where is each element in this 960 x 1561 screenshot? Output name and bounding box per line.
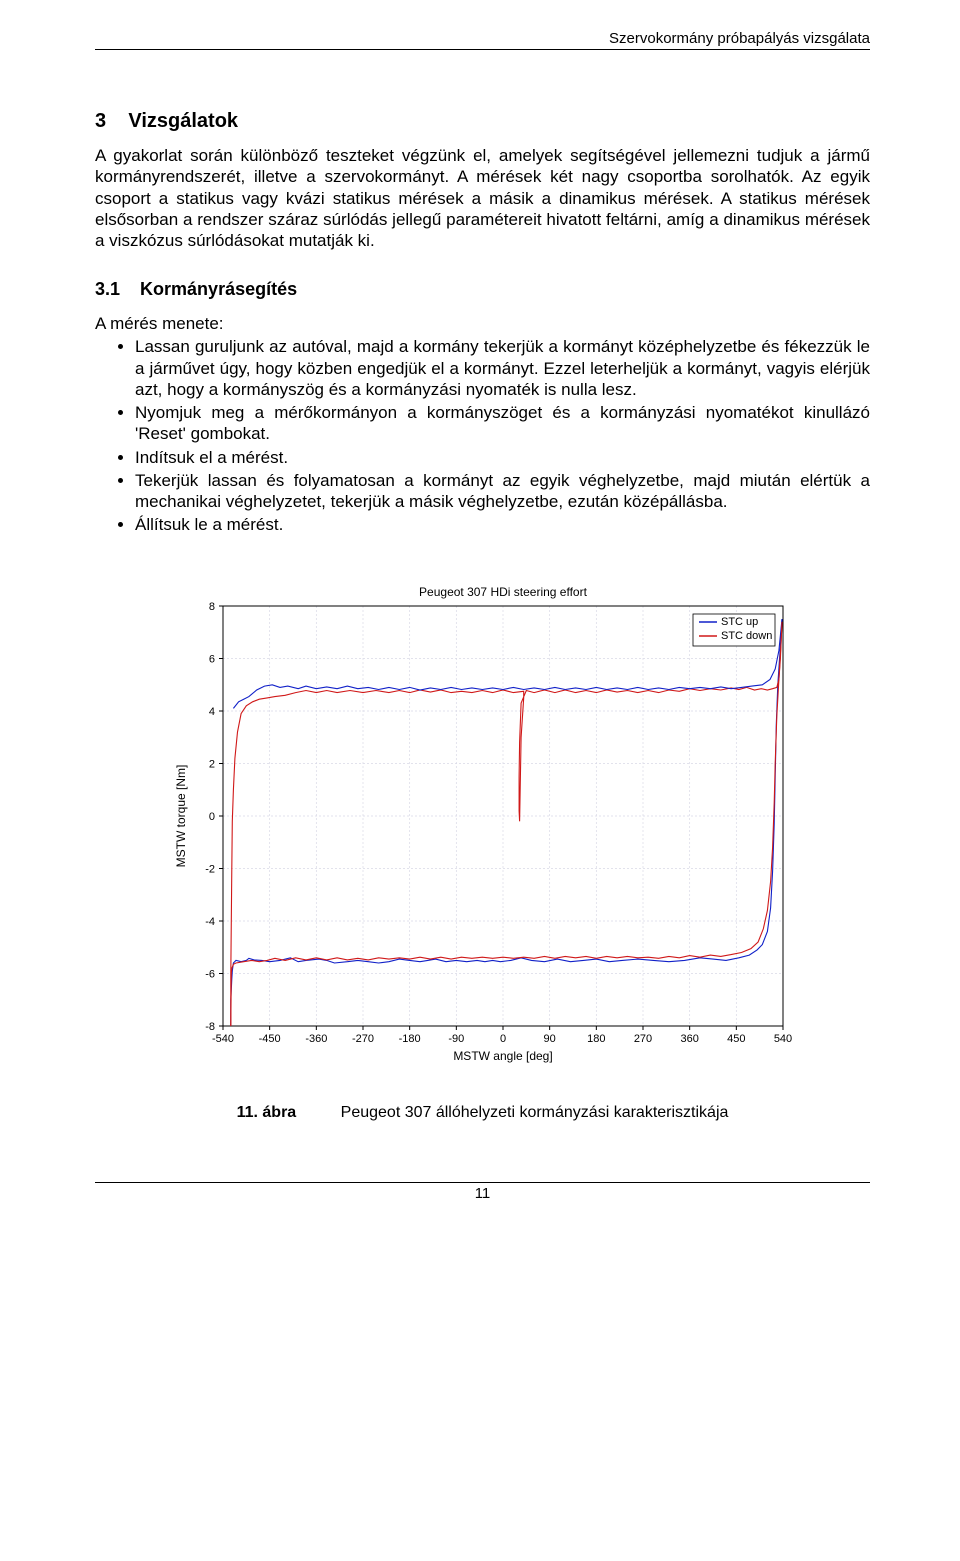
svg-text:-540: -540 [211, 1033, 233, 1045]
svg-text:6: 6 [208, 653, 214, 665]
figure-number: 11. ábra [237, 1104, 297, 1121]
svg-text:360: 360 [680, 1033, 698, 1045]
svg-text:-270: -270 [351, 1033, 373, 1045]
procedure-intro: A mérés menete: [95, 314, 870, 334]
svg-text:450: 450 [727, 1033, 745, 1045]
svg-text:0: 0 [499, 1033, 505, 1045]
svg-text:-4: -4 [205, 916, 215, 928]
figure-caption: 11. ábra Peugeot 307 állóhelyzeti kormán… [95, 1104, 870, 1122]
subsection-number: 3.1 [95, 279, 120, 299]
svg-text:Peugeot 307 HDi steering effor: Peugeot 307 HDi steering effort [419, 585, 588, 599]
running-header: Szervokormány próbapályás vizsgálata [95, 30, 870, 50]
svg-text:-180: -180 [398, 1033, 420, 1045]
section-title: Vizsgálatok [128, 110, 238, 132]
svg-text:-2: -2 [205, 863, 215, 875]
figure-block: -540 -450 -360 -270 -180 -90 0 90 180 270 360 450 54… [95, 576, 870, 1122]
section-heading: 3 Vizsgálatok [95, 110, 870, 133]
subsection-title: Kormányrásegítés [140, 279, 297, 299]
svg-text:4: 4 [208, 706, 214, 718]
svg-text:90: 90 [543, 1033, 555, 1045]
procedure-list: Lassan guruljunk az autóval, majd a korm… [135, 336, 870, 535]
svg-text:0: 0 [208, 811, 214, 823]
svg-text:-90: -90 [448, 1033, 464, 1045]
subsection-heading: 3.1 Kormányrásegítés [95, 279, 870, 300]
svg-text:MSTW torque [Nm]: MSTW torque [Nm] [174, 764, 188, 867]
list-item: Tekerjük lassan és folyamatosan a kormán… [135, 470, 870, 513]
svg-text:540: 540 [773, 1033, 791, 1045]
svg-text:STC down: STC down [721, 630, 772, 642]
svg-text:-450: -450 [258, 1033, 280, 1045]
list-item: Nyomjuk meg a mérőkormányon a kormányszö… [135, 402, 870, 445]
svg-text:-8: -8 [205, 1021, 215, 1033]
svg-text:MSTW angle [deg]: MSTW angle [deg] [453, 1049, 552, 1063]
steering-effort-chart: -540 -450 -360 -270 -180 -90 0 90 180 270 360 450 54… [163, 576, 803, 1076]
list-item: Lassan guruljunk az autóval, majd a korm… [135, 336, 870, 400]
section-number: 3 [95, 110, 106, 132]
svg-text:STC up: STC up [721, 616, 758, 628]
svg-text:-6: -6 [205, 968, 215, 980]
page-footer: 11 [95, 1182, 870, 1202]
svg-text:-360: -360 [305, 1033, 327, 1045]
svg-text:8: 8 [208, 601, 214, 613]
figure-caption-text: Peugeot 307 állóhelyzeti kormányzási kar… [341, 1104, 729, 1121]
list-item: Állítsuk le a mérést. [135, 514, 870, 535]
list-item: Indítsuk el a mérést. [135, 447, 870, 468]
svg-text:270: 270 [633, 1033, 651, 1045]
svg-text:180: 180 [587, 1033, 605, 1045]
section-paragraph: A gyakorlat során különböző teszteket vé… [95, 145, 870, 251]
svg-text:2: 2 [208, 758, 214, 770]
